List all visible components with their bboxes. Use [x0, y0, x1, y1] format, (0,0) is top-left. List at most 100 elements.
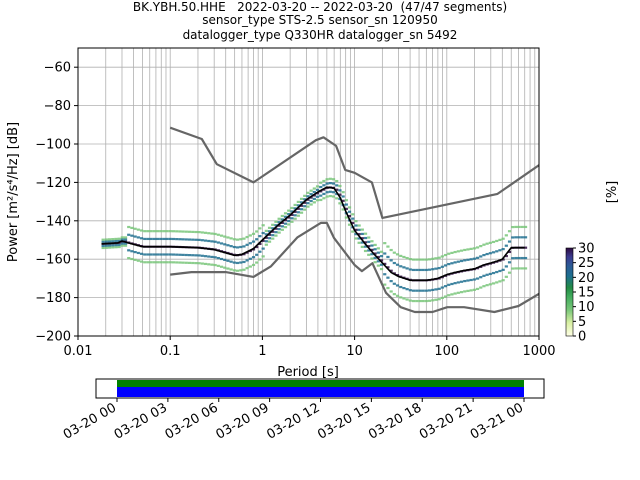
density-cell — [335, 179, 339, 183]
density-cell — [162, 237, 166, 241]
density-cell — [171, 230, 176, 233]
density-cell — [277, 231, 281, 234]
density-cell — [501, 268, 505, 271]
density-cell — [440, 296, 444, 300]
density-cell — [427, 289, 432, 292]
density-cell — [267, 233, 272, 236]
density-cell — [213, 232, 217, 236]
density-cell — [223, 266, 227, 269]
density-cell — [271, 237, 275, 240]
density-cell — [511, 236, 515, 239]
density-cell — [303, 208, 307, 211]
density-cell — [283, 219, 288, 222]
density-cell — [389, 290, 393, 293]
density-cell — [351, 217, 355, 220]
density-cell — [399, 285, 403, 289]
density-cell — [197, 238, 201, 241]
density-cell — [402, 297, 406, 300]
density-cell — [421, 299, 425, 303]
density-cell — [424, 299, 428, 303]
density-cell — [229, 245, 233, 248]
density-cell — [450, 293, 454, 296]
density-cell — [437, 256, 441, 259]
density-cell — [258, 258, 262, 261]
density-cell — [207, 255, 211, 258]
density-cell — [130, 226, 134, 230]
density-cell — [376, 251, 380, 254]
density-cell — [165, 261, 169, 264]
density-cell — [418, 289, 422, 292]
density-cell — [168, 261, 172, 264]
density-cell — [143, 237, 147, 241]
density-cell — [315, 192, 320, 195]
density-cell — [178, 253, 182, 256]
density-cell — [171, 253, 176, 256]
density-cell — [392, 261, 396, 265]
density-cell — [466, 289, 470, 293]
density-cell — [475, 277, 480, 280]
density-cell — [418, 268, 422, 272]
density-cell — [117, 237, 121, 240]
density-cell — [456, 250, 460, 253]
density-cell — [495, 281, 499, 284]
density-cell — [431, 257, 435, 260]
density-cell — [303, 201, 307, 204]
timeline-tick-label: 03-20 03 — [112, 400, 170, 442]
density-cell — [127, 233, 131, 236]
density-cell — [184, 230, 188, 233]
density-cell — [123, 242, 128, 245]
density-cell — [347, 223, 352, 226]
density-cell — [155, 261, 160, 264]
density-cell — [507, 230, 512, 233]
density-cell — [152, 230, 156, 233]
density-cell — [360, 228, 364, 231]
density-cell — [165, 253, 169, 256]
density-cell — [379, 250, 384, 253]
density-cell — [357, 228, 361, 231]
density-cell — [258, 242, 262, 246]
density-cell — [203, 231, 208, 234]
density-cell — [239, 238, 243, 241]
density-cell — [207, 263, 211, 266]
density-cell — [200, 239, 204, 242]
density-cell — [200, 262, 204, 265]
density-cell — [248, 234, 252, 237]
colorbar-tick-label: 0 — [578, 330, 586, 345]
density-cell — [472, 247, 476, 250]
density-cell — [139, 252, 144, 255]
density-cell — [255, 261, 259, 264]
density-cell — [159, 237, 163, 241]
density-cell — [213, 263, 217, 267]
density-cell — [203, 239, 208, 242]
density-cell — [386, 255, 390, 259]
density-cell — [325, 178, 329, 181]
density-cell — [463, 248, 467, 252]
density-cell — [363, 241, 368, 244]
density-cell — [459, 259, 464, 263]
density-cell — [373, 248, 377, 251]
density-cell — [344, 216, 348, 219]
density-cell — [351, 230, 355, 233]
density-cell — [264, 240, 268, 243]
density-cell — [504, 244, 508, 247]
density-cell — [130, 250, 134, 253]
density-cell — [264, 243, 268, 246]
density-cell — [421, 268, 425, 272]
density-cell — [290, 210, 294, 213]
density-cell — [389, 259, 393, 262]
density-cell — [501, 237, 505, 240]
density-cell — [370, 248, 374, 251]
density-cell — [437, 298, 441, 301]
density-cell — [517, 225, 521, 229]
density-cell — [376, 255, 380, 259]
colorbar-label: [%] — [605, 181, 620, 204]
density-cell — [213, 240, 217, 243]
density-cell — [367, 253, 371, 256]
density-cell — [363, 232, 368, 235]
density-cell — [363, 236, 368, 240]
density-cell — [495, 250, 499, 253]
density-cell — [277, 217, 281, 220]
density-cell — [395, 253, 400, 256]
plot-frame — [77, 47, 540, 337]
timeline-tick-label: 03-20 06 — [163, 400, 221, 442]
